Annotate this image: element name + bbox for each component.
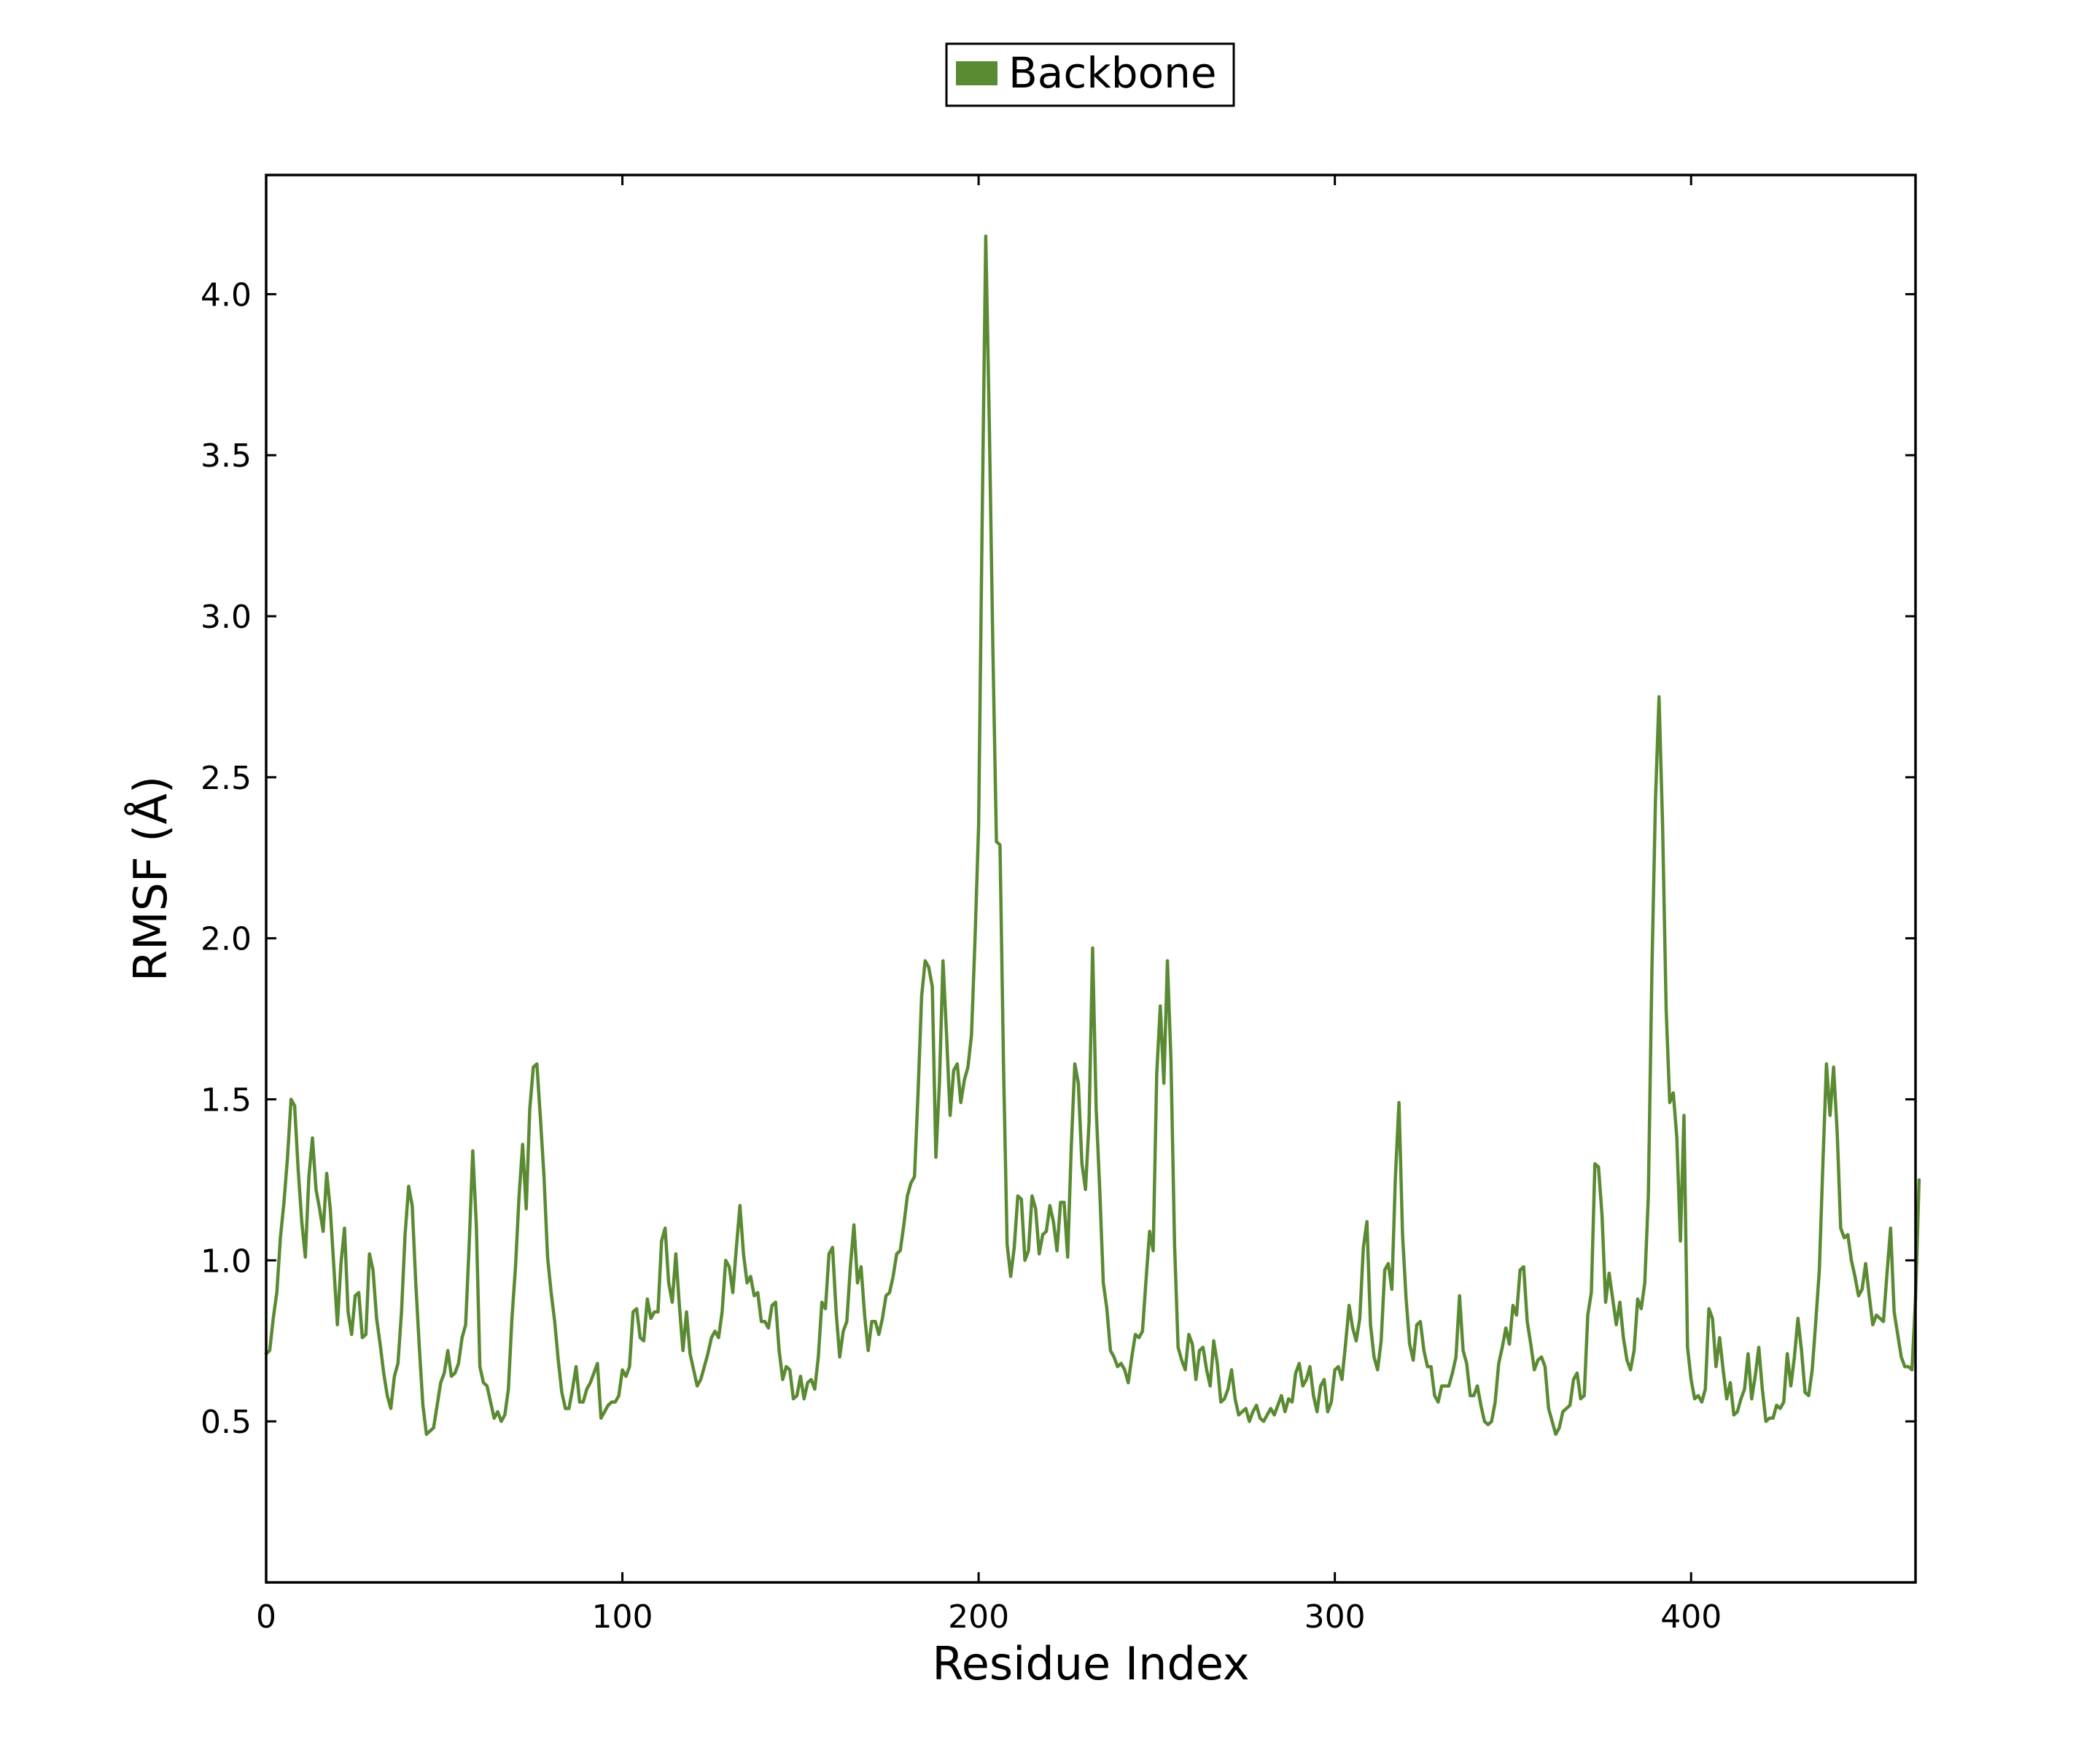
y-tick-label: 1.5 xyxy=(201,1082,252,1119)
legend-swatch-backbone xyxy=(956,61,998,85)
y-tick-label: 3.0 xyxy=(201,599,252,636)
series-line-backbone xyxy=(264,234,1921,1437)
y-axis-label: RMSF (Å) xyxy=(124,776,177,982)
plot-area: 0 100 200 300 400 0.5 1.0 1.5 2.0 2.5 3.0 3.5 4.0 xyxy=(201,174,1921,1636)
y-tick-label: 2.0 xyxy=(201,921,252,958)
x-tick-label: 400 xyxy=(1660,1598,1722,1636)
plot-frame xyxy=(265,174,1917,1584)
y-tick-label: 4.0 xyxy=(201,276,252,314)
legend: Backbone xyxy=(945,42,1235,107)
x-tick-label: 200 xyxy=(948,1598,1009,1636)
y-tick-label: 1.0 xyxy=(201,1243,252,1280)
x-tick-label: 0 xyxy=(256,1598,276,1636)
x-axis-label: Residue Index xyxy=(932,1637,1249,1690)
x-tick-label: 100 xyxy=(592,1598,653,1636)
y-tick-label: 0.5 xyxy=(201,1404,252,1441)
legend-label-backbone: Backbone xyxy=(1008,48,1217,98)
x-axis: 0 100 200 300 400 xyxy=(256,175,1722,1636)
x-tick-label: 300 xyxy=(1304,1598,1366,1636)
y-tick-label: 2.5 xyxy=(201,760,252,797)
y-tick-label: 3.5 xyxy=(201,438,252,475)
y-axis: 0.5 1.0 1.5 2.0 2.5 3.0 3.5 4.0 xyxy=(201,276,1916,1441)
